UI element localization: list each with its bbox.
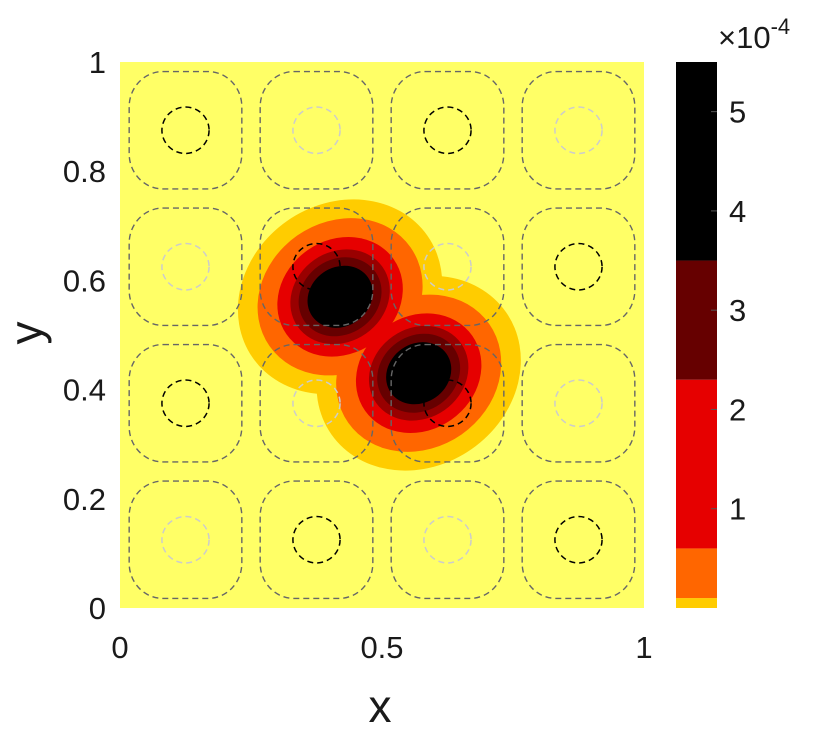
inner-contour-1-0 bbox=[292, 515, 341, 564]
x-tick-label: 1 bbox=[635, 630, 652, 665]
outer-contour-3-2 bbox=[521, 207, 636, 327]
outer-contour-2-0 bbox=[390, 480, 505, 600]
inner-contour-1-3 bbox=[292, 106, 341, 155]
outer-contour-2-1 bbox=[390, 343, 505, 463]
colorbar-multiplier: ×10-4 bbox=[718, 14, 790, 55]
outer-contour-0-3 bbox=[128, 70, 243, 190]
inner-contour-2-3 bbox=[423, 106, 472, 155]
colorbar-tick-label: 1 bbox=[729, 492, 746, 527]
outer-contour-0-0 bbox=[128, 480, 243, 600]
inner-contour-3-1 bbox=[554, 379, 603, 428]
y-axis-label: y bbox=[0, 322, 52, 345]
outer-contour-3-1 bbox=[521, 343, 636, 463]
inner-contour-2-0 bbox=[423, 515, 472, 564]
outer-contour-0-2 bbox=[128, 207, 243, 327]
filled-level-5-source-0 bbox=[307, 265, 373, 328]
inner-contour-3-0 bbox=[554, 515, 603, 564]
line-contour-layer bbox=[128, 70, 636, 600]
inner-contour-3-3 bbox=[554, 106, 603, 155]
x-axis-ticks: 0 0.5 1 bbox=[111, 630, 652, 665]
colorbar-band-3 bbox=[676, 260, 717, 380]
inner-contour-0-2 bbox=[161, 242, 210, 291]
outer-contour-1-2 bbox=[259, 207, 374, 327]
colorbar-band-2 bbox=[676, 379, 717, 549]
inner-contour-0-0 bbox=[161, 515, 210, 564]
filled-level-5-source-1 bbox=[386, 342, 452, 405]
x-tick-label: 0 bbox=[111, 630, 128, 665]
outer-contour-1-0 bbox=[259, 480, 374, 600]
colorbar-ticks: 1 2 3 4 5 bbox=[711, 95, 746, 527]
outer-contour-2-2 bbox=[390, 207, 505, 327]
colorbar-band-0 bbox=[676, 598, 717, 608]
colorbar-multiplier-exponent: -4 bbox=[771, 14, 791, 39]
colorbar-tick-label: 3 bbox=[729, 293, 746, 328]
outer-contour-2-3 bbox=[390, 70, 505, 190]
colorbar-band-4 bbox=[676, 62, 717, 261]
y-tick-label: 0.6 bbox=[63, 263, 106, 298]
colorbar-band-1 bbox=[676, 548, 717, 599]
y-tick-label: 0 bbox=[89, 591, 106, 626]
colorbar-tick-label: 5 bbox=[729, 95, 746, 130]
inner-contour-1-2 bbox=[292, 242, 341, 291]
colorbar-bands bbox=[676, 62, 717, 608]
inner-contour-0-1 bbox=[161, 379, 210, 428]
outer-contour-3-0 bbox=[521, 480, 636, 600]
outer-contour-1-3 bbox=[259, 70, 374, 190]
x-axis-label: x bbox=[369, 680, 392, 729]
inner-contour-1-1 bbox=[292, 379, 341, 428]
outer-contour-3-3 bbox=[521, 70, 636, 190]
y-tick-label: 0.4 bbox=[63, 373, 106, 408]
inner-contour-0-3 bbox=[161, 106, 210, 155]
filled-contour-layer bbox=[237, 199, 521, 471]
y-tick-label: 0.8 bbox=[63, 154, 106, 189]
colorbar: 1 2 3 4 5 ×10-4 bbox=[676, 14, 790, 608]
colorbar-multiplier-base: ×10 bbox=[718, 20, 771, 55]
y-tick-label: 0.2 bbox=[63, 482, 106, 517]
inner-contour-2-1 bbox=[423, 379, 472, 428]
y-tick-label: 1 bbox=[89, 45, 106, 80]
colorbar-tick-label: 4 bbox=[729, 194, 746, 229]
inner-contour-2-2 bbox=[423, 242, 472, 291]
x-tick-label: 0.5 bbox=[360, 630, 403, 665]
outer-contour-1-1 bbox=[259, 343, 374, 463]
colorbar-tick-label: 2 bbox=[729, 392, 746, 427]
y-axis-ticks: 0 0.2 0.4 0.6 0.8 1 bbox=[63, 45, 106, 626]
plot-area bbox=[120, 62, 644, 608]
inner-contour-3-2 bbox=[554, 242, 603, 291]
outer-contour-0-1 bbox=[128, 343, 243, 463]
